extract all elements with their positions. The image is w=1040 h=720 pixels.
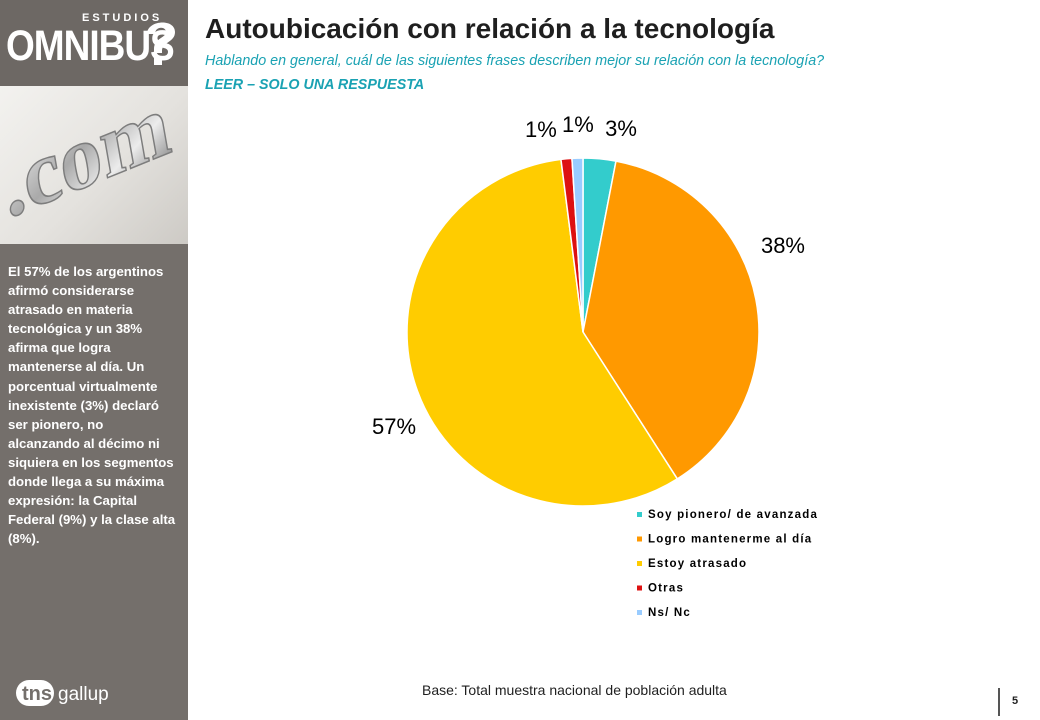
legend-label: Ns/ Nc xyxy=(648,607,691,619)
dotcom-photo-art: .com xyxy=(0,86,178,239)
legend-label: Estoy atrasado xyxy=(648,558,747,570)
data-label: 1% xyxy=(562,112,594,137)
brand-name: OMNIBUS xyxy=(6,22,175,70)
omnibus-logo: ESTUDIOS OMNIBUS xyxy=(0,0,188,86)
photo-text: .com xyxy=(0,86,177,238)
legend-swatch xyxy=(637,536,642,542)
page-subtitle: Hablando en general, cuál de las siguien… xyxy=(205,53,825,69)
data-label: 57% xyxy=(372,414,416,439)
pie-slice xyxy=(571,157,584,333)
question-mark-icon xyxy=(147,22,175,65)
data-label: 1% xyxy=(525,117,557,142)
svg-text:tns: tns xyxy=(22,683,52,705)
pie-slice xyxy=(406,158,679,507)
tns-gallup-logo: tns gallup xyxy=(16,680,109,706)
legend-swatch xyxy=(637,561,642,566)
page-number: 5 xyxy=(1012,695,1019,707)
question-instruction: LEER – SOLO UNA RESPUESTA xyxy=(205,77,425,93)
legend-swatch xyxy=(637,585,642,591)
legend-label: Soy pionero/ de avanzada xyxy=(648,509,818,521)
page-title: Autoubicación con relación a la tecnolog… xyxy=(205,13,775,44)
sidebar: ESTUDIOS OMNIBUS .com El 57% de los arge… xyxy=(0,0,188,720)
legend-label: Logro mantenerme al día xyxy=(648,534,812,546)
legend-label: Otras xyxy=(648,583,684,595)
base-note: Base: Total muestra nacional de població… xyxy=(422,682,727,698)
page-divider xyxy=(998,688,1000,716)
data-label: 3% xyxy=(605,116,637,141)
summary-text: El 57% de los argentinos afirmó consider… xyxy=(8,264,176,547)
legend-swatch xyxy=(637,512,642,517)
data-label: 38% xyxy=(761,233,805,258)
brand-small-text: ESTUDIOS xyxy=(82,12,163,24)
dotcom-photo: .com xyxy=(0,86,188,244)
svg-text:gallup: gallup xyxy=(58,684,109,705)
pie-chart: 3% 38% 57% 1% 1% Soy pionero/ de avanzada Logr… xyxy=(372,112,818,619)
legend-swatch xyxy=(637,610,642,615)
